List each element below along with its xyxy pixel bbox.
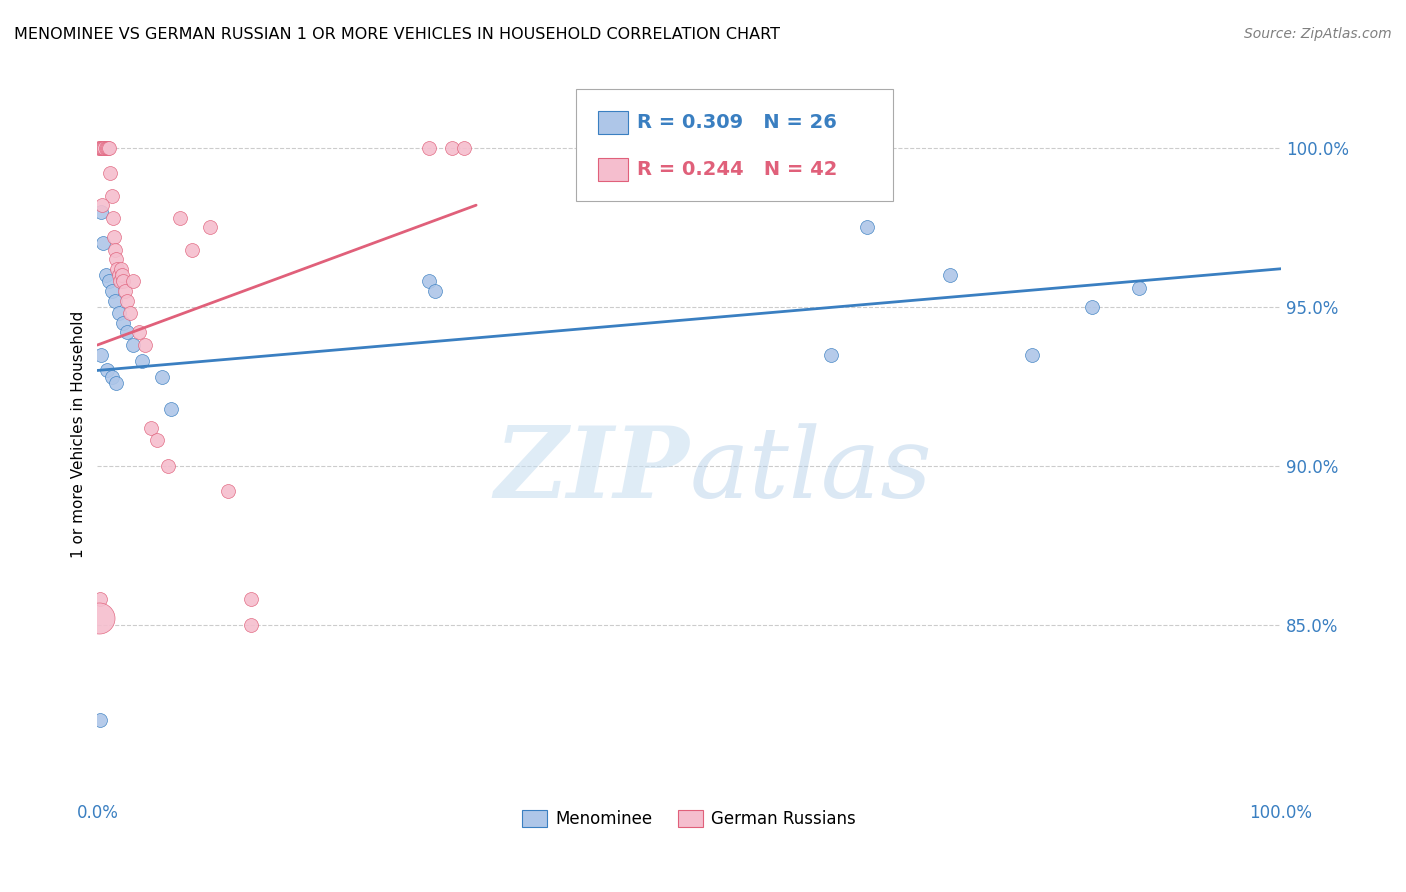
Y-axis label: 1 or more Vehicles in Household: 1 or more Vehicles in Household <box>72 310 86 558</box>
Point <box>103 230 125 244</box>
Point <box>115 326 138 340</box>
Point <box>107 268 129 282</box>
Point <box>111 268 134 282</box>
Point <box>169 211 191 225</box>
Point <box>104 293 127 308</box>
Point <box>90 347 112 361</box>
Point <box>418 275 440 289</box>
Text: atlas: atlas <box>689 423 932 518</box>
Point <box>938 268 960 282</box>
Point <box>152 369 174 384</box>
Point <box>96 141 118 155</box>
Point <box>1128 281 1150 295</box>
Point <box>108 275 131 289</box>
Point <box>87 141 110 155</box>
Point <box>94 141 117 155</box>
Point <box>94 268 117 282</box>
Point <box>91 141 114 155</box>
Text: ZIP: ZIP <box>494 422 689 519</box>
Point <box>100 188 122 202</box>
Point <box>418 141 440 155</box>
Point <box>115 293 138 308</box>
Point <box>101 211 124 225</box>
Point <box>453 141 475 155</box>
Point <box>1080 300 1102 314</box>
Point <box>97 141 120 155</box>
Point <box>120 306 142 320</box>
Point <box>93 141 115 155</box>
Point <box>159 401 181 416</box>
Point <box>441 141 464 155</box>
Point <box>145 434 167 448</box>
Text: MENOMINEE VS GERMAN RUSSIAN 1 OR MORE VEHICLES IN HOUSEHOLD CORRELATION CHART: MENOMINEE VS GERMAN RUSSIAN 1 OR MORE VE… <box>14 27 780 42</box>
Point <box>112 316 135 330</box>
Text: R = 0.244   N = 42: R = 0.244 N = 42 <box>637 160 838 179</box>
Point <box>90 204 112 219</box>
Point <box>181 243 204 257</box>
Point <box>107 261 129 276</box>
Point <box>198 220 221 235</box>
Point <box>240 592 263 607</box>
Point <box>100 369 122 384</box>
Point <box>112 275 135 289</box>
Point <box>96 363 118 377</box>
Point <box>121 275 143 289</box>
Point <box>131 354 153 368</box>
Text: R = 0.309   N = 26: R = 0.309 N = 26 <box>637 112 837 132</box>
Point <box>98 141 121 155</box>
Text: Source: ZipAtlas.com: Source: ZipAtlas.com <box>1244 27 1392 41</box>
Point <box>91 141 114 155</box>
Point <box>855 220 877 235</box>
Point <box>121 338 143 352</box>
Point <box>105 376 128 391</box>
Point <box>240 617 263 632</box>
Point <box>98 275 121 289</box>
Point <box>1021 347 1043 361</box>
Point <box>105 252 128 267</box>
Point <box>90 141 112 155</box>
Point <box>87 611 110 625</box>
Point <box>89 141 111 155</box>
Point <box>157 458 180 473</box>
Point <box>107 306 129 320</box>
Point <box>139 420 162 434</box>
Point <box>91 198 114 212</box>
Point <box>217 484 239 499</box>
Point <box>820 347 842 361</box>
Point <box>98 166 121 180</box>
Point <box>91 236 114 251</box>
Point <box>423 284 446 298</box>
Point <box>128 326 150 340</box>
Point <box>89 713 111 727</box>
Point <box>104 243 127 257</box>
Point <box>114 284 136 298</box>
Point <box>134 338 156 352</box>
Point <box>110 261 132 276</box>
Legend: Menominee, German Russians: Menominee, German Russians <box>516 804 863 835</box>
Point <box>89 592 111 607</box>
Point <box>100 284 122 298</box>
